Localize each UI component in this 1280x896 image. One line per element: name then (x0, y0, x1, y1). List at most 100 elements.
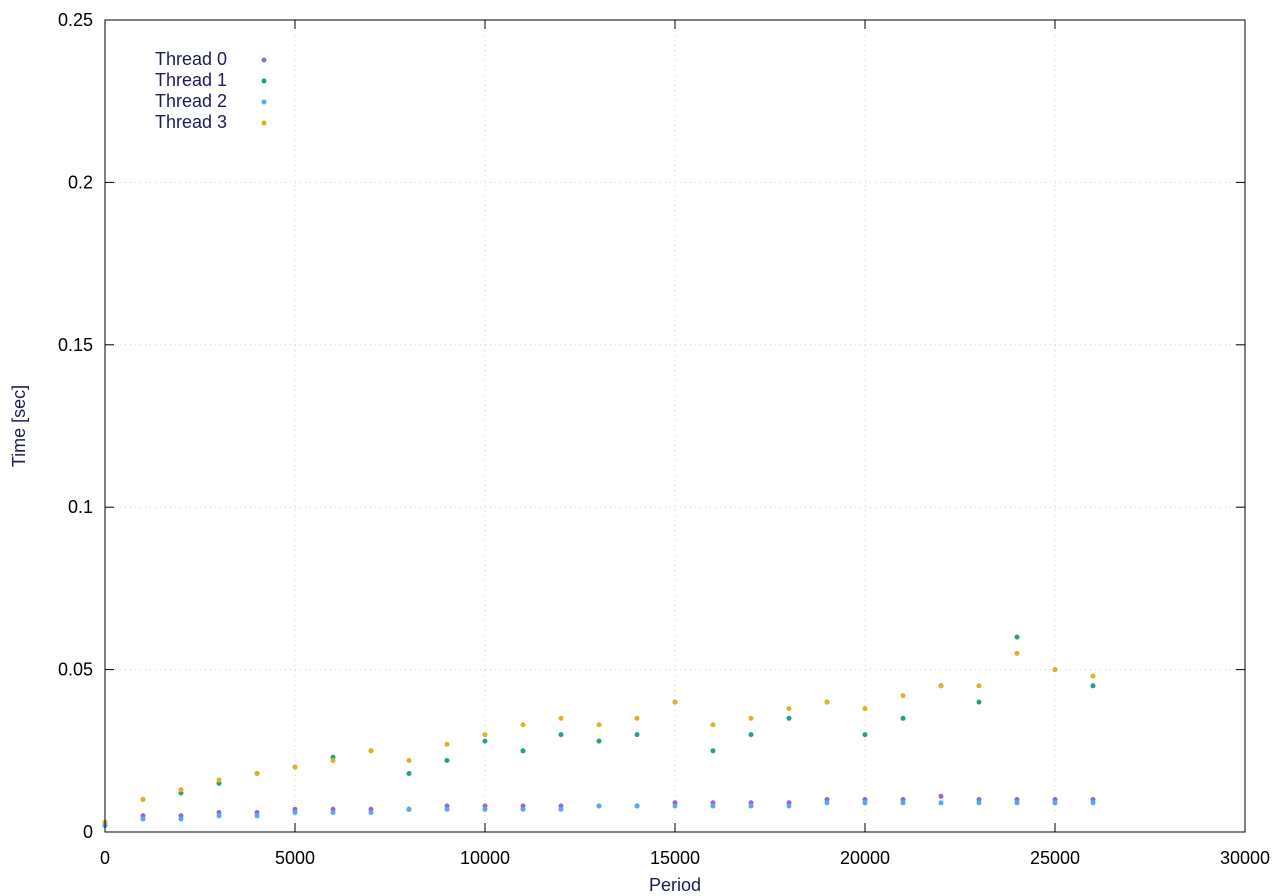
data-point (938, 683, 944, 689)
data-point (1090, 800, 1096, 806)
data-point (938, 800, 944, 806)
data-point (406, 806, 412, 812)
data-point (140, 797, 146, 802)
y-tick-label: 0.2 (68, 172, 93, 192)
data-point (140, 816, 146, 822)
data-point (900, 715, 906, 721)
data-point (634, 732, 640, 738)
x-tick-label: 0 (100, 848, 110, 868)
data-point (444, 806, 450, 812)
data-point (786, 715, 792, 721)
data-point (900, 800, 906, 806)
y-tick-label: 0.15 (58, 335, 93, 355)
data-point (596, 803, 602, 809)
data-point (862, 732, 868, 738)
data-point (1090, 683, 1096, 689)
data-point (1052, 667, 1058, 673)
data-point (216, 813, 222, 819)
data-point (748, 803, 754, 809)
x-tick-label: 5000 (275, 848, 315, 868)
data-point (596, 722, 602, 728)
data-point (330, 810, 336, 815)
data-point (1014, 800, 1020, 806)
data-point (748, 715, 754, 721)
x-tick-label: 25000 (1030, 848, 1080, 868)
data-point (482, 806, 488, 812)
x-tick-labels: 0 5000 10000 15000 20000 25000 30000 (100, 848, 1270, 868)
x-tick-label: 10000 (460, 848, 510, 868)
data-point (710, 748, 716, 754)
data-point (710, 722, 716, 728)
data-points (102, 634, 1096, 828)
y-tick-label: 0.1 (68, 497, 93, 517)
y-tick-label: 0 (83, 822, 93, 842)
data-point (178, 816, 184, 822)
data-point (1014, 650, 1020, 656)
data-point (1052, 800, 1058, 806)
data-point (748, 732, 754, 738)
data-point (406, 758, 412, 763)
legend-label: Thread 3 (155, 112, 227, 132)
data-point (976, 683, 982, 689)
legend-label: Thread 1 (155, 70, 227, 90)
data-point (406, 771, 412, 776)
data-point (1014, 634, 1020, 640)
legend-label: Thread 2 (155, 91, 227, 111)
data-point (520, 722, 526, 728)
data-point (710, 803, 716, 809)
data-point (786, 706, 792, 712)
data-point (368, 810, 374, 815)
legend-marker (261, 120, 267, 126)
grid-lines (105, 20, 1245, 832)
data-point (824, 800, 830, 806)
series-thread-3 (102, 650, 1096, 825)
data-point (254, 813, 260, 819)
data-point (520, 748, 526, 754)
data-point (520, 806, 526, 812)
x-axis-title: Period (649, 875, 701, 895)
data-point (444, 741, 450, 747)
data-point (292, 810, 298, 815)
data-point (634, 803, 640, 809)
axis-ticks (104, 19, 1246, 833)
legend-marker (261, 78, 267, 84)
y-tick-labels: 0 0.05 0.1 0.15 0.2 0.25 (58, 10, 93, 842)
data-point (558, 715, 564, 721)
data-point (862, 800, 868, 806)
data-point (368, 748, 374, 754)
data-point (482, 738, 488, 744)
data-point (634, 715, 640, 721)
x-tick-label: 30000 (1220, 848, 1270, 868)
legend-label: Thread 0 (155, 49, 227, 69)
data-point (254, 771, 260, 776)
series-thread-1 (102, 634, 1096, 825)
data-point (216, 777, 222, 783)
data-point (672, 803, 678, 809)
y-tick-label: 0.05 (58, 660, 93, 680)
legend-marker (261, 99, 267, 105)
x-tick-label: 20000 (840, 848, 890, 868)
data-point (558, 732, 564, 738)
data-point (976, 800, 982, 806)
data-point (862, 706, 868, 712)
data-point (178, 787, 184, 793)
legend-marker (261, 57, 267, 63)
data-point (672, 699, 678, 705)
data-point (976, 699, 982, 705)
data-point (824, 699, 830, 705)
series-thread-2 (102, 800, 1096, 828)
data-point (938, 793, 944, 799)
data-point (596, 738, 602, 744)
data-point (786, 803, 792, 809)
data-point (1090, 673, 1096, 679)
data-point (482, 732, 488, 738)
y-tick-label: 0.25 (58, 10, 93, 30)
data-point (330, 758, 336, 763)
series-thread-0 (102, 793, 1096, 828)
y-axis-title: Time [sec] (9, 385, 29, 467)
data-point (900, 693, 906, 699)
data-point (558, 806, 564, 812)
data-point (292, 764, 298, 770)
data-point (444, 758, 450, 763)
